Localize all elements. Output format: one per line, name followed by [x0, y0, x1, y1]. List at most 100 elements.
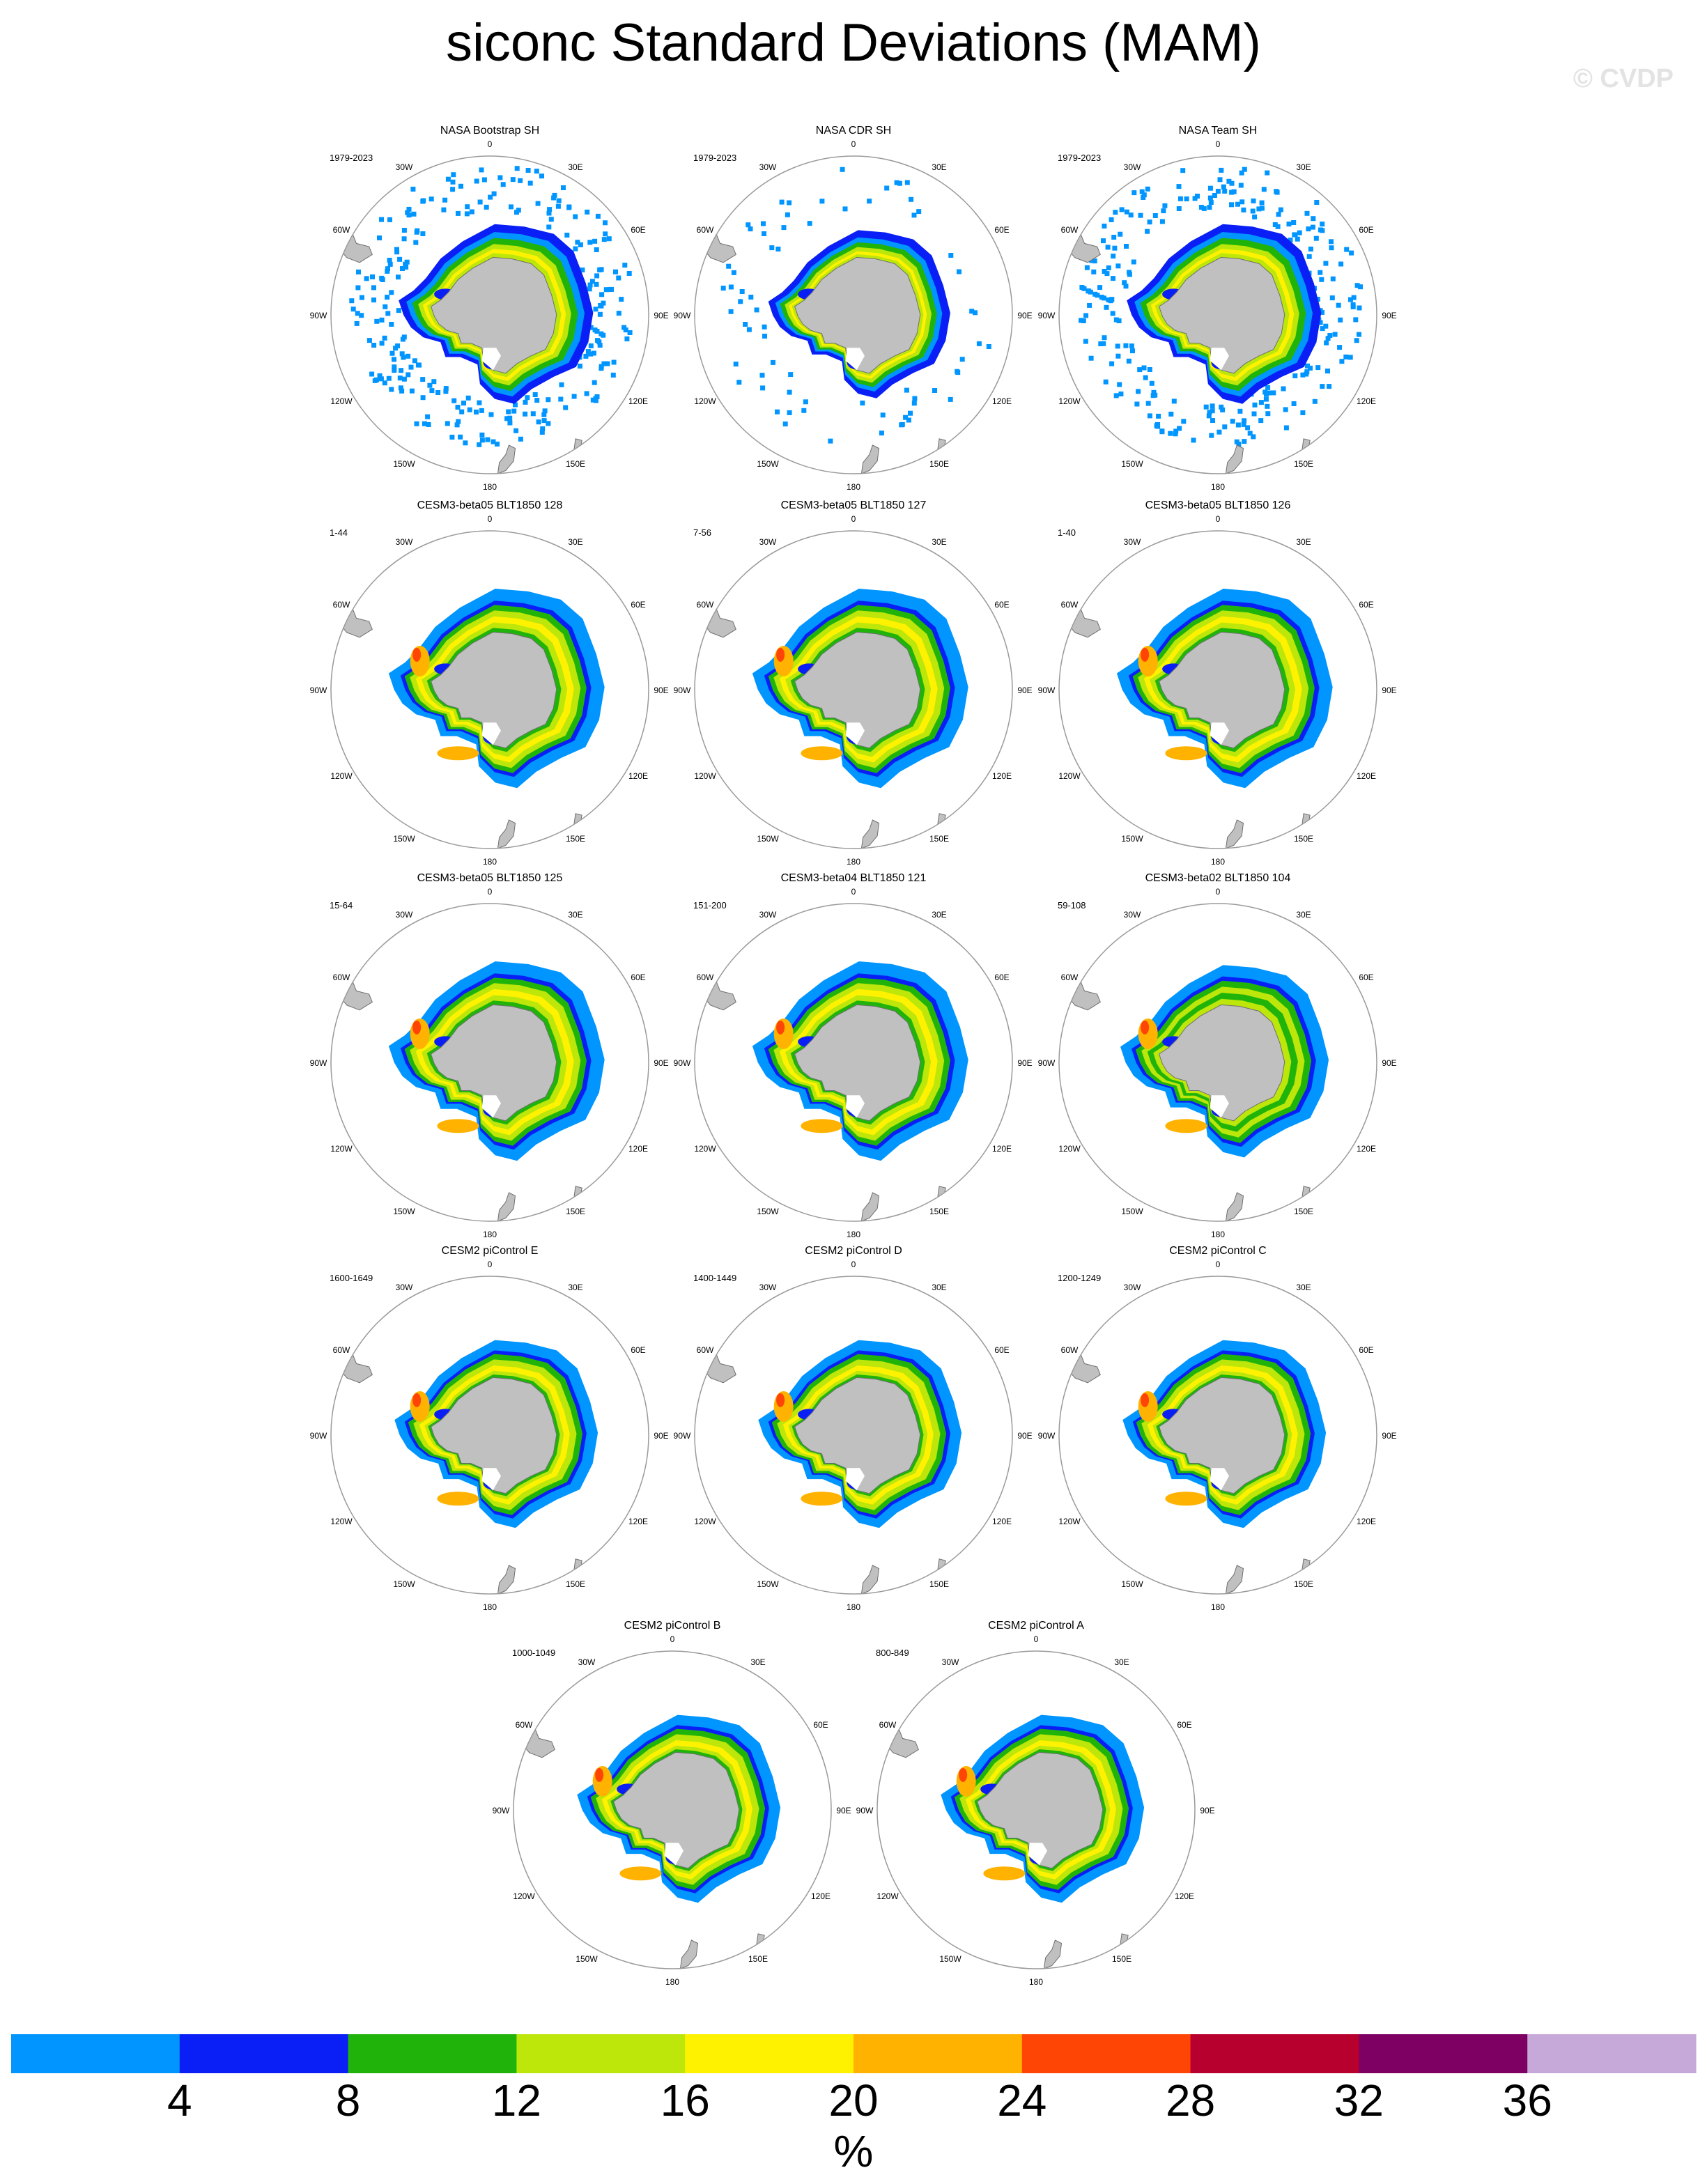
sea-ice-pixel	[1143, 375, 1148, 380]
longitude-label: 150W	[757, 1579, 779, 1589]
sea-ice-pixel	[1323, 323, 1329, 329]
sea-ice-pixel	[355, 285, 361, 291]
sea-ice-pixel	[403, 261, 408, 267]
colorbar-tick-label: 8	[336, 2075, 361, 2125]
sea-ice-pixel	[879, 431, 884, 436]
sea-ice-pixel	[1207, 410, 1212, 415]
longitude-label: 150E	[929, 1207, 949, 1216]
longitude-label: 90W	[856, 1806, 874, 1815]
longitude-label: 0	[488, 1260, 493, 1269]
longitude-label: 180	[483, 1602, 497, 1612]
longitude-label: 60W	[333, 973, 350, 982]
map-boundary-circle	[694, 155, 1013, 474]
sea-ice-pixel	[349, 298, 355, 304]
longitude-label: 90W	[674, 1431, 691, 1441]
longitude-label: 90W	[310, 1431, 327, 1441]
sea-ice-pixel	[1339, 359, 1345, 364]
new-zealand-land	[1225, 819, 1244, 849]
ross-ice-shelf-gap	[1210, 1095, 1229, 1118]
high-variability-spot	[959, 1767, 968, 1782]
sea-ice-pixel	[787, 410, 792, 415]
sea-ice-pixel	[1191, 437, 1196, 443]
longitude-label: 0	[1034, 1634, 1039, 1644]
sea-ice-pixel	[1124, 209, 1129, 215]
sea-ice-pixel	[1105, 245, 1111, 250]
new-zealand-land	[497, 444, 516, 474]
map-panel: CESM3-beta05 BLT1850 126 1-40 0 30E 60E 90E 12…	[1038, 499, 1397, 867]
sea-ice-pixel	[405, 210, 410, 215]
colorbar-swatch	[1359, 2034, 1528, 2073]
sea-ice-pixel	[1115, 343, 1120, 349]
sea-ice-pixel	[596, 339, 602, 345]
longitude-label: 30E	[1296, 910, 1311, 920]
sea-ice-pixel	[1108, 297, 1113, 302]
sea-ice-pixel	[1238, 183, 1244, 188]
sea-ice-pixel	[1354, 338, 1359, 343]
sea-ice-pixel	[575, 240, 580, 245]
sea-ice-pixel	[1128, 212, 1134, 218]
sea-ice-pixel	[1111, 254, 1116, 259]
sea-ice-pixel	[514, 166, 520, 171]
sea-ice-pixel	[1320, 326, 1325, 332]
sea-ice-pixel	[598, 303, 603, 308]
sea-ice-pixel	[1313, 235, 1319, 241]
sea-ice-pixel	[403, 264, 409, 270]
longitude-label: 150W	[393, 1579, 415, 1589]
sea-ice-pixel	[370, 274, 375, 279]
longitude-label: 150E	[1112, 1954, 1131, 1964]
sea-ice-pixel	[415, 362, 421, 368]
longitude-label: 60E	[1359, 1345, 1373, 1355]
sea-ice-pixel	[969, 309, 975, 314]
longitude-label: 30E	[932, 162, 946, 172]
longitude-label: 30E	[932, 910, 946, 920]
longitude-label: 150E	[1294, 1579, 1313, 1589]
sea-ice-pixel	[1156, 413, 1161, 419]
sea-ice-pixel	[1258, 418, 1264, 424]
sea-ice-pixel	[736, 380, 742, 385]
map-panel: CESM2 piControl B 1000-1049 0 30E 60E 90E 120E…	[493, 1620, 851, 1987]
sea-ice-pixel	[552, 192, 557, 198]
sea-ice-pixel	[389, 322, 394, 327]
longitude-label: 90E	[1017, 1431, 1032, 1441]
longitude-label: 120W	[513, 1891, 535, 1901]
longitude-label: 60W	[697, 973, 714, 982]
sea-ice-pixel	[541, 412, 547, 417]
antarctica-land	[431, 1004, 557, 1122]
ross-ice-shelf-gap	[481, 1095, 501, 1118]
sea-ice-pixel	[1320, 309, 1324, 315]
sea-ice-pixel	[601, 237, 607, 242]
new-zealand-land	[679, 1939, 699, 1969]
map-boundary-circle	[513, 1650, 832, 1969]
longitude-label: 180	[1211, 482, 1225, 492]
sea-ice-pixel	[1145, 186, 1150, 192]
sea-ice-pixel	[1109, 217, 1114, 222]
sea-ice-pixel	[1241, 421, 1246, 427]
sea-ice-pixel	[1230, 419, 1235, 424]
sea-ice-pixel	[1265, 170, 1270, 176]
sea-ice-pixel	[534, 169, 539, 174]
sea-ice-pixel	[385, 295, 390, 300]
sea-ice-pixel	[1320, 222, 1325, 227]
sea-ice-pixel	[1291, 220, 1297, 225]
sea-ice-pixel	[465, 204, 470, 210]
sea-ice-pixel	[451, 398, 457, 403]
sea-ice-pixel	[754, 307, 759, 313]
sea-ice-pixel	[556, 198, 562, 203]
colorbar-tick-label: 12	[492, 2075, 541, 2125]
high-variability-spot	[412, 1020, 422, 1035]
sea-ice-pixel	[1168, 431, 1173, 436]
longitude-label: 30W	[1124, 910, 1141, 920]
sea-ice-pixel	[591, 350, 596, 356]
sea-ice-pixel	[429, 388, 435, 394]
high-variability-spot	[1141, 1020, 1150, 1035]
high-variability-spot	[412, 647, 422, 662]
sea-ice-pixel	[1184, 196, 1189, 201]
panel-period: 151-200	[693, 900, 727, 911]
sea-ice-pixel	[1259, 200, 1265, 206]
sea-ice-pixel	[1318, 227, 1323, 233]
sea-ice-pixel	[392, 364, 397, 370]
sea-ice-pixel	[393, 346, 399, 351]
longitude-label: 30W	[396, 537, 413, 547]
sea-ice-pixel	[801, 408, 807, 413]
sea-ice-pixel	[1086, 288, 1091, 294]
